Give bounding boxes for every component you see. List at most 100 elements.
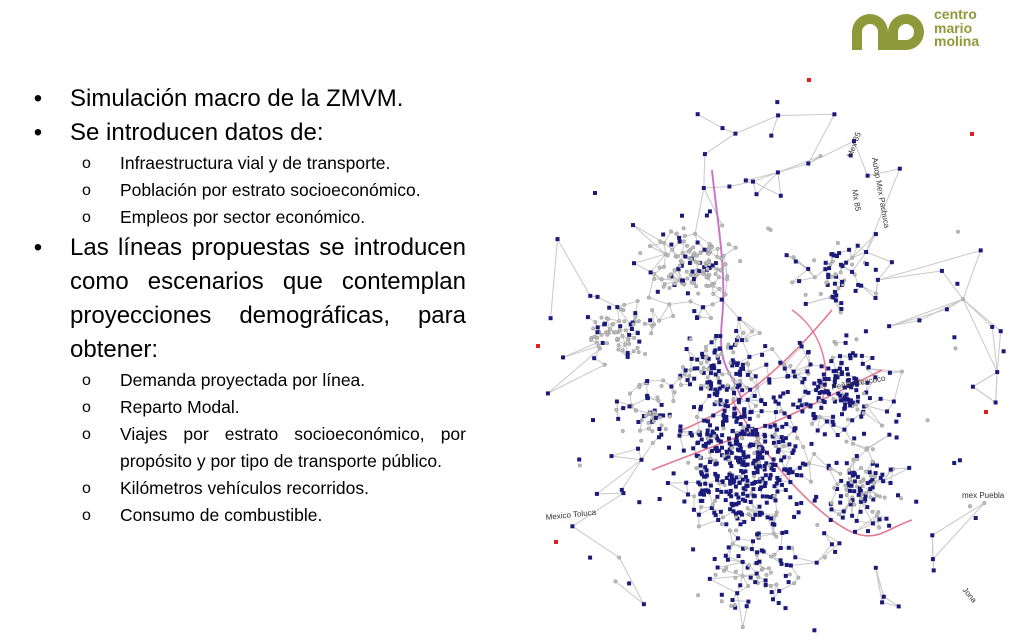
map-zone-node [695, 316, 699, 320]
map-zone-node [844, 366, 849, 371]
map-zone-node [730, 428, 735, 433]
map-zone-node [696, 440, 700, 445]
map-junction-node [832, 486, 837, 491]
map-zone-node [718, 334, 723, 339]
map-zone-node [850, 400, 855, 405]
map-zone-node [800, 409, 805, 414]
map-junction-node [707, 242, 712, 247]
map-junction-node [727, 528, 732, 533]
map-junction-node [684, 269, 689, 274]
map-road-edge [703, 186, 730, 189]
map-zone-node [740, 462, 745, 467]
map-road-edge [962, 298, 993, 328]
map-zone-node [854, 379, 859, 384]
map-zone-node [823, 390, 828, 395]
map-zone-node [778, 558, 783, 563]
map-junction-node [774, 534, 779, 539]
map-junction-node [709, 245, 714, 250]
map-zone-node [771, 468, 776, 472]
map-zone-node [681, 448, 686, 453]
map-zone-node [873, 471, 878, 476]
map-zone-node [775, 489, 780, 494]
map-zone-node [709, 340, 714, 345]
map-road-edge [816, 542, 840, 564]
map-zone-node [814, 388, 819, 393]
map-zone-node [773, 463, 778, 467]
map-road-edge [761, 410, 776, 413]
map-junction-node [716, 375, 721, 380]
map-junction-node [688, 337, 693, 342]
map-zone-node [873, 296, 878, 300]
map-junction-node [713, 399, 718, 404]
map-zone-node [585, 315, 590, 320]
map-zone-node [708, 371, 713, 376]
map-zone-node [713, 348, 718, 353]
map-junction-node [665, 253, 670, 258]
map-zone-node [850, 418, 855, 423]
map-zone-node [844, 260, 849, 265]
map-zone-node [712, 366, 717, 371]
map-zone-node [715, 565, 720, 570]
map-road-edge [941, 270, 964, 300]
map-zone-node [728, 460, 733, 465]
map-road-edge [808, 140, 855, 164]
map-junction-node [782, 362, 787, 367]
map-junction-node [855, 407, 860, 412]
map-zone-node [733, 484, 738, 489]
map-junction-node [870, 447, 875, 452]
map-junction-node [682, 372, 687, 377]
map-road-edge [791, 268, 809, 283]
map-zone-node [711, 413, 716, 418]
map-junction-node [636, 319, 641, 324]
map-road-edge [722, 127, 736, 135]
map-zone-node [862, 431, 866, 436]
map-zone-node [715, 426, 719, 431]
map-endpoint-node [536, 344, 540, 348]
map-road-edge [852, 443, 868, 449]
map-zone-node [772, 423, 777, 428]
map-junction-node [717, 286, 722, 291]
map-road-edge [723, 247, 736, 257]
map-junction-node [824, 280, 829, 285]
map-junction-node [720, 515, 725, 520]
map-zone-node [720, 384, 725, 389]
map-zone-node [784, 563, 789, 567]
map-junction-node [650, 429, 655, 434]
map-junction-node [817, 398, 822, 403]
map-zone-node [770, 434, 775, 439]
map-junction-node [705, 385, 710, 390]
map-junction-node [715, 267, 720, 272]
map-zone-node [852, 436, 857, 441]
map-junction-node [755, 385, 760, 390]
map-zone-node [776, 113, 781, 118]
sub-bullet-glyph: o [82, 372, 91, 389]
map-zone-node [712, 557, 717, 561]
map-junction-node [643, 413, 648, 418]
map-zone-node [786, 545, 791, 550]
map-zone-node [806, 266, 811, 271]
map-road-edge [828, 467, 838, 485]
map-road-edge [880, 398, 894, 403]
map-junction-node [773, 444, 778, 449]
map-junction-node [607, 327, 612, 332]
sub-bullet-item: o Población por estrato socioeconómico. [28, 177, 466, 204]
map-junction-node [670, 247, 675, 252]
map-zone-node [790, 451, 795, 455]
map-zone-node [930, 533, 935, 538]
map-zone-node [817, 378, 822, 383]
map-zone-node [738, 458, 743, 463]
map-junction-node [715, 354, 720, 359]
map-road-edge [777, 155, 821, 173]
map-road-edge [972, 386, 996, 403]
map-zone-node [732, 406, 737, 411]
map-zone-node [952, 461, 957, 465]
map-junction-node [677, 263, 682, 268]
map-junction-node [760, 566, 765, 571]
map-road-edge [860, 501, 874, 524]
map-junction-node [838, 270, 843, 275]
map-junction-node [710, 283, 715, 288]
map-junction-node [854, 337, 859, 342]
map-zone-node [659, 432, 664, 437]
map-zone-node [854, 518, 859, 523]
map-junction-node [718, 268, 723, 273]
